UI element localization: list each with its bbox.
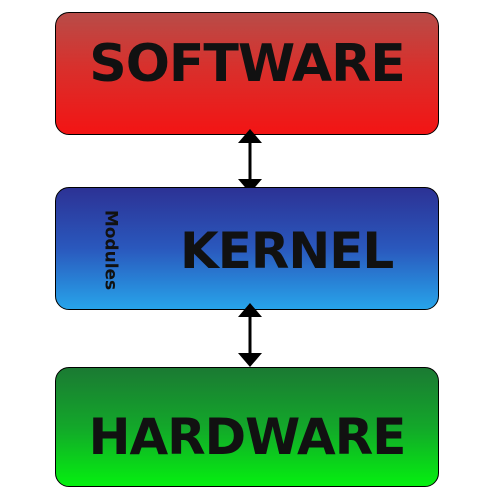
software-layer-box: SOFTWARE — [55, 12, 439, 135]
hardware-layer-box: HARDWARE — [55, 367, 439, 487]
hardware-label: HARDWARE — [88, 408, 407, 466]
modules-label: Modules — [100, 209, 121, 291]
kernel-label: KERNEL — [180, 222, 394, 280]
kernel-layer-box: Modules KERNEL — [55, 187, 439, 310]
kernel-hardware-bidirectional-arrow-icon — [238, 303, 262, 367]
software-label: SOFTWARE — [89, 33, 405, 94]
software-kernel-bidirectional-arrow-icon — [238, 129, 262, 193]
